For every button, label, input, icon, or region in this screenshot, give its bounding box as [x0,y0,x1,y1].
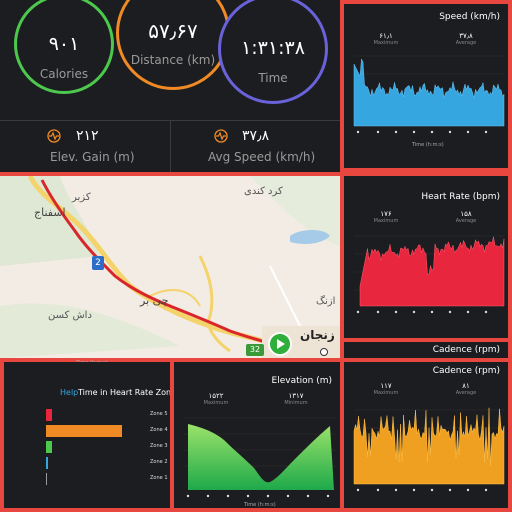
elev-gain-label: Elev. Gain (m) [50,150,135,164]
cadence-max: ۱۱۷ Maximum [368,382,404,396]
speed-max-label: Maximum [373,40,399,46]
zone-label: Zone 3 [150,443,168,449]
time-label: Time [258,71,288,85]
elevation-min-value: ۱۳۱۷ [288,392,304,400]
elevation-max-label: Maximum [203,400,229,406]
heart-max: ۱۷۶ Maximum [368,210,404,224]
location-dot-icon [320,348,328,356]
cadence-strip: Cadence (rpm) [344,342,508,358]
avg-speed-value: ۳۷٫۸ [242,128,270,144]
zone-label: Zone 5 [150,411,168,417]
speed-xlabel: Time (h:m:s) [412,142,444,148]
road-badge: 32 [246,344,264,356]
heart-graph [354,235,505,314]
zone-row: Zone 4 [4,424,170,438]
cadence-avg-label: Average [455,390,477,396]
zone-row: Zone 3 [4,440,170,454]
zone-bar [46,441,52,453]
elevation-max: ۱۵۲۲ Maximum [198,392,234,406]
cadence-avg-value: ۸۱ [462,382,470,390]
zone-row: Zone 2 [4,456,170,470]
heart-max-value: ۱۷۶ [380,210,392,218]
elev-gain-value: ۲۱۲ [76,128,99,144]
cadence-max-label: Maximum [373,390,399,396]
map-label: چی بر [140,294,169,307]
road-badge: 2 [92,256,104,270]
map-label: کزبر [72,192,91,203]
zone-bar [46,457,48,469]
calories-value: ۹۰۱ [48,33,80,55]
cadence-strip-title: Cadence (rpm) [432,345,500,355]
calories-ring: ۹۰۱ Calories [14,0,114,94]
avg-speed-label: Avg Speed (km/h) [208,150,316,164]
cadence-avg: ۸۱ Average [448,382,484,396]
elevation-max-value: ۱۵۲۲ [208,392,224,400]
route-map[interactable]: کزبر اسفناج کرد کندی چی بر داش کسن ازنگ … [0,176,340,358]
distance-ring: ۵۷٫۶۷ Distance (km) [116,0,230,90]
speed-avg-value: ۳۷٫۸ [459,32,473,40]
play-icon[interactable] [268,332,292,356]
speed-chart-title: Speed (km/h) [439,12,500,22]
zone-row: Zone 1 [4,472,170,486]
help-link[interactable]: Help [60,388,79,397]
speed-max: ۶۱٫۱ Maximum [368,32,404,46]
cadence-graph [353,407,505,492]
pulse-icon [47,129,61,143]
heart-avg-label: Average [455,218,477,224]
elevation-min: ۱۳۱۷ Minimum [278,392,314,406]
heart-max-label: Maximum [373,218,399,224]
map-label: کرد کندی [244,186,283,197]
heart-chart-panel: Heart Rate (bpm) ۱۷۶ Maximum ۱۵۸ Average [344,176,508,338]
heart-chart-title: Heart Rate (bpm) [421,192,500,202]
speed-max-value: ۶۱٫۱ [379,32,393,40]
elevation-chart-title: Elevation (m) [271,376,332,386]
summary-panel: ۹۰۱ Calories ۵۷٫۶۷ Distance (km) ۱:۳۱:۳۸… [0,0,340,172]
speed-avg-label: Average [455,40,477,46]
heart-avg: ۱۵۸ Average [448,210,484,224]
speed-avg: ۳۷٫۸ Average [448,32,484,46]
map-label: ازنگ [316,296,336,307]
divider [170,121,171,172]
map-label: داش کسن [48,310,92,321]
speed-graph [353,55,505,134]
zone-label: Zone 4 [150,427,168,433]
zone-label: Zone 1 [150,475,168,481]
cadence-chart-panel: Cadence (rpm) ۱۱۷ Maximum ۸۱ Average [344,362,508,508]
elevation-graph [184,417,336,498]
time-ring: ۱:۳۱:۳۸ Time [218,0,328,104]
time-value: ۱:۳۱:۳۸ [241,37,305,59]
zone-bar [46,473,47,485]
speed-chart-panel: Speed (km/h) ۶۱٫۱ Maximum ۳۷٫۸ Average T… [344,4,508,168]
elevation-min-label: Minimum [284,400,308,406]
zone-row: Zone 5 [4,408,170,422]
map-label: اسفناج [34,206,66,219]
heart-avg-value: ۱۵۸ [460,210,472,218]
zone-bar [46,425,122,437]
map-label: زنجان [300,328,335,342]
zone-bar [46,409,52,421]
pulse-icon [214,129,228,143]
hr-zones-panel: Help Time in Heart Rate Zones Zone 5 Zone… [4,362,170,508]
zone-label: Zone 2 [150,459,168,465]
map-canvas [0,176,340,358]
distance-value: ۵۷٫۶۷ [148,19,198,43]
elevation-xlabel: Time (h:m:s) [244,502,276,508]
elevation-chart-panel: Elevation (m) ۱۵۲۲ Maximum ۱۳۱۷ Minimum … [174,362,340,508]
cadence-max-value: ۱۱۷ [380,382,392,390]
calories-label: Calories [39,67,89,81]
divider [0,120,340,121]
cadence-chart-title: Cadence (rpm) [432,366,500,376]
zones-title: Time in Heart Rate Zones [78,388,170,397]
distance-label: Distance (km) [130,53,216,67]
